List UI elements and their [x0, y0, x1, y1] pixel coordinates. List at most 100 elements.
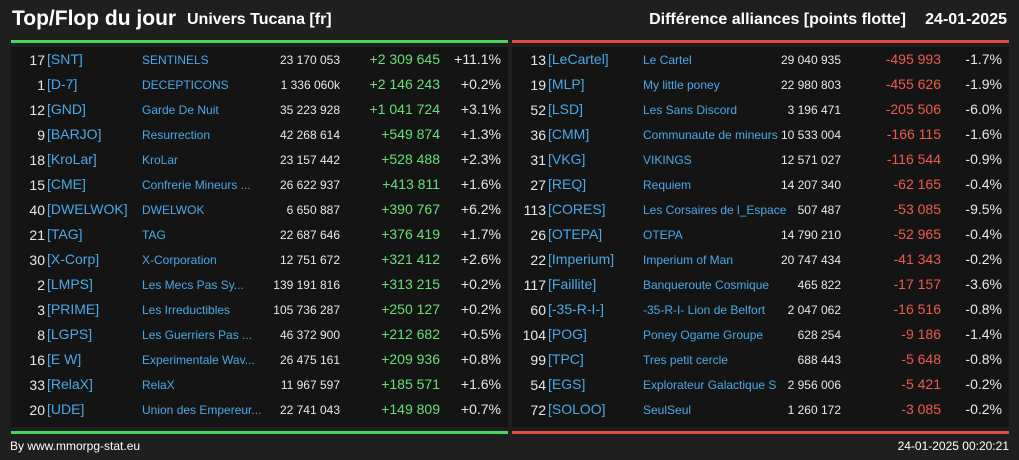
alliance-tag-link[interactable]: [CMM] — [548, 126, 590, 142]
alliance-tag-link[interactable]: [KroLar] — [47, 151, 97, 167]
alliance-rank: 8 — [37, 327, 45, 343]
alliance-tag-link[interactable]: [TAG] — [47, 226, 83, 242]
alliance-tag-link[interactable]: [TPC] — [548, 351, 584, 367]
flop-divider-bottom — [512, 431, 1009, 434]
alliance-name-link[interactable]: Banqueroute Cosmique — [643, 278, 770, 292]
alliance-points: 20 747 434 — [780, 253, 841, 267]
alliance-name-link[interactable]: TAG — [142, 228, 166, 242]
top-gainers-table: 17 [SNT] SENTINELS 23 170 053 +2 309 645 +11.… — [11, 47, 508, 427]
points-difference: -455 626 — [885, 76, 941, 92]
alliance-name-link[interactable]: Resurrection — [142, 128, 211, 142]
alliance-name-link[interactable]: Explorateur Galactique S — [643, 378, 777, 392]
alliance-name-link[interactable]: DECEPTICONS — [142, 78, 229, 92]
alliance-tag-link[interactable]: [PRIME] — [47, 301, 100, 317]
percent-change: -1.9% — [965, 76, 1002, 92]
table-row: 117 [Faillite] Banqueroute Cosmique 465 822… — [512, 272, 1009, 297]
alliance-tag-link[interactable]: [CME] — [47, 176, 86, 192]
alliance-name-link[interactable]: OTEPA — [643, 228, 683, 242]
alliance-tag-link[interactable]: [OTEPA] — [548, 226, 603, 242]
alliance-tag-link[interactable]: [MLP] — [548, 76, 585, 92]
points-difference: -41 343 — [893, 251, 941, 267]
alliance-name-link[interactable]: Poney Ogame Groupe — [643, 328, 764, 342]
alliance-tag-link[interactable]: [DWELWOK] — [47, 201, 128, 217]
page-title: Top/Flop du jour — [12, 7, 177, 30]
alliance-tag-link[interactable]: [-35-R-I-] — [548, 301, 604, 317]
alliance-rank: 13 — [530, 52, 546, 68]
alliance-name-link[interactable]: Le Cartel — [643, 53, 692, 67]
alliance-rank: 2 — [37, 277, 45, 293]
alliance-tag-link[interactable]: [X-Corp] — [47, 251, 100, 267]
alliance-tag-link[interactable]: [BARJO] — [47, 126, 102, 142]
alliance-name-link[interactable]: SeulSeul — [643, 403, 692, 417]
alliance-tag-link[interactable]: [RelaX] — [47, 376, 93, 392]
alliance-tag-link[interactable]: [LGPS] — [47, 326, 93, 342]
alliance-points: 22 980 803 — [780, 78, 841, 92]
percent-change: -0.9% — [965, 151, 1002, 167]
table-row: 19 [MLP] My little poney 22 980 803 -455 626… — [512, 72, 1009, 97]
alliance-tag-link[interactable]: [D-7] — [47, 76, 78, 92]
alliance-name-link[interactable]: Les Irreductibles — [142, 303, 231, 317]
alliance-name-link[interactable]: Imperium of Man — [643, 253, 734, 267]
points-difference: -17 157 — [893, 276, 941, 292]
alliance-tag-link[interactable]: [SOLOO] — [548, 401, 606, 417]
table-row: 22 [Imperium] Imperium of Man 20 747 434 -41… — [512, 247, 1009, 272]
alliance-name-link[interactable]: Experimentale Wav... — [142, 353, 255, 367]
alliance-name-link[interactable]: RelaX — [142, 378, 175, 392]
alliance-name-link[interactable]: Garde De Nuit — [142, 103, 219, 117]
alliance-name-link[interactable]: Les Mecs Pas Sy... — [142, 278, 244, 292]
alliance-tag-link[interactable]: [E W] — [47, 351, 82, 367]
alliance-name-link[interactable]: VIKINGS — [643, 153, 692, 167]
table-row: 99 [TPC] Tres petit cercle 688 443 -5 648 -0.… — [512, 347, 1009, 372]
alliance-tag-link[interactable]: [SNT] — [47, 51, 83, 67]
table-row: 33 [RelaX] RelaX 11 967 597 +185 571 +1.6% — [11, 372, 508, 397]
table-row: 9 [BARJO] Resurrection 42 268 614 +549 874 +1… — [11, 122, 508, 147]
alliance-name-link[interactable]: My little poney — [643, 78, 720, 92]
percent-change: -3.6% — [965, 276, 1002, 292]
percent-change: +0.2% — [460, 76, 501, 92]
alliance-name-link[interactable]: Confrerie Mineurs ... — [142, 178, 251, 192]
table-row: 113 [CORES] Les Corsaires de l_Espace 507 4… — [512, 197, 1009, 222]
alliance-tag-link[interactable]: [GND] — [47, 101, 86, 117]
alliance-rank: 99 — [530, 352, 546, 368]
percent-change: +0.2% — [460, 301, 501, 317]
alliance-rank: 12 — [29, 102, 45, 118]
alliance-name-link[interactable]: KroLar — [142, 153, 179, 167]
alliance-tag-link[interactable]: [LeCartel] — [548, 51, 609, 67]
alliance-name-link[interactable]: Requiem — [643, 178, 692, 192]
alliance-tag-link[interactable]: [CORES] — [548, 201, 606, 217]
alliance-tag-link[interactable]: [REQ] — [548, 176, 587, 192]
alliance-tag-link[interactable]: [LMPS] — [47, 276, 93, 292]
alliance-name-link[interactable]: Les Corsaires de l_Espace — [643, 203, 787, 217]
alliance-tag-link[interactable]: [EGS] — [548, 376, 586, 392]
alliance-name-link[interactable]: X-Corporation — [142, 253, 217, 267]
alliance-name-link[interactable]: SENTINELS — [142, 53, 209, 67]
alliance-rank: 113 — [523, 202, 546, 218]
alliance-tag-link[interactable]: [POG] — [548, 326, 587, 342]
alliance-tag-link[interactable]: [LSD] — [548, 101, 584, 117]
points-difference: +212 682 — [381, 326, 440, 342]
alliance-name-link[interactable]: Union des Empereur... — [142, 403, 262, 417]
points-difference: +149 809 — [381, 401, 440, 417]
alliance-points: 46 372 900 — [279, 328, 340, 342]
alliance-rank: 21 — [29, 227, 45, 243]
table-row: 2 [LMPS] Les Mecs Pas Sy... 139 191 816 +313… — [11, 272, 508, 297]
alliance-rank: 1 — [37, 77, 45, 93]
points-difference: -116 544 — [886, 151, 941, 167]
percent-change: -6.0% — [965, 101, 1002, 117]
alliance-tag-link[interactable]: [Imperium] — [548, 251, 615, 267]
table-row: 3 [PRIME] Les Irreductibles 105 736 287 +250… — [11, 297, 508, 322]
alliance-points: 22 741 043 — [279, 403, 340, 417]
alliance-name-link[interactable]: Les Sans Discord — [643, 103, 738, 117]
alliance-tag-link[interactable]: [Faillite] — [548, 276, 597, 292]
alliance-name-link[interactable]: Communaute de mineurs — [643, 128, 778, 142]
alliance-tag-link[interactable]: [UDE] — [47, 401, 85, 417]
table-row: 36 [CMM] Communaute de mineurs 10 533 004 -1… — [512, 122, 1009, 147]
percent-change: +1.3% — [460, 126, 501, 142]
alliance-name-link[interactable]: Tres petit cercle — [643, 353, 728, 367]
alliance-name-link[interactable]: DWELWOK — [142, 203, 205, 217]
generated-timestamp: 24-01-2025 00:20:21 — [897, 439, 1009, 453]
alliance-name-link[interactable]: -35-R-I- Lion de Belfort — [643, 303, 766, 317]
points-difference: +390 767 — [381, 201, 440, 217]
alliance-name-link[interactable]: Les Guerriers Pas ... — [142, 328, 253, 342]
alliance-tag-link[interactable]: [VKG] — [548, 151, 586, 167]
